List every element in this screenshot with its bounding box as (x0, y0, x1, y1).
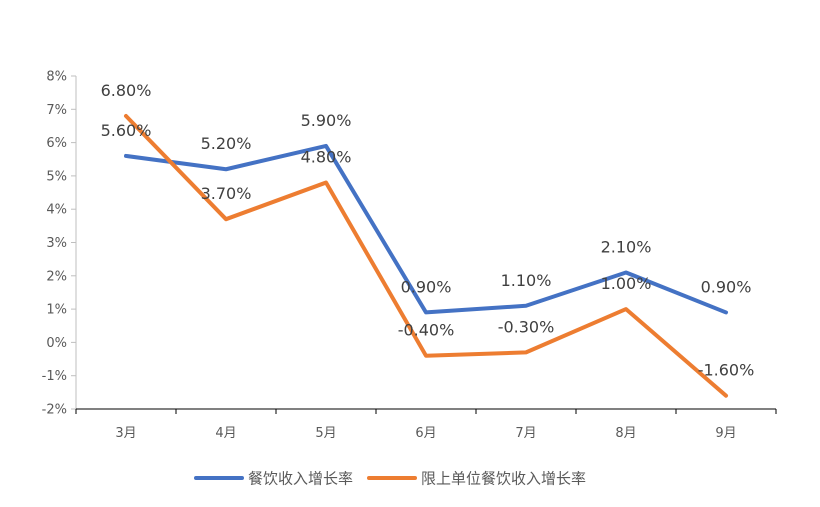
legend: 餐饮收入增长率 限上单位餐饮收入增长率 (194, 470, 586, 488)
y-tick-label: 8% (46, 70, 67, 85)
y-tick-label: -1% (42, 369, 67, 384)
y-tick-label: 3% (46, 236, 67, 251)
data-label: 4.80% (301, 148, 352, 167)
data-label: 0.90% (701, 277, 752, 296)
y-tick-label: 1% (46, 303, 67, 318)
y-tick-label: 0% (46, 336, 67, 351)
data-label: -1.60% (698, 361, 755, 380)
data-label: 5.90% (301, 111, 352, 130)
data-label: 5.20% (201, 134, 252, 153)
data-label: 5.60% (101, 121, 152, 140)
x-tick-label: 7月 (515, 426, 536, 441)
data-label: 6.80% (101, 81, 152, 100)
x-tick-label: 8月 (615, 426, 636, 441)
legend-label-1: 餐饮收入增长率 (248, 470, 353, 488)
y-tick-label: 5% (46, 169, 67, 184)
data-label: 2.10% (601, 237, 652, 256)
y-tick-label: 2% (46, 269, 67, 284)
y-tick-label: 6% (46, 136, 67, 151)
axes: 8% 7% 6% 5% 4% 3% 2% 1% 0% -1% -2% 3月 4月 5月 6月 7月 8月 9月 (42, 70, 777, 441)
x-tick-label: 9月 (715, 426, 736, 441)
data-label: 0.90% (401, 277, 452, 296)
x-tick-label: 6月 (415, 426, 436, 441)
series-lines (124, 113, 728, 398)
data-labels: 5.60% 5.20% 5.90% 0.90% 1.10% 2.10% 0.90% 6.80%… (101, 81, 755, 380)
y-tick-label: 4% (46, 203, 67, 218)
data-label: -0.30% (498, 317, 555, 336)
data-label: 1.00% (601, 274, 652, 293)
series-line-2 (124, 113, 728, 398)
data-label: 1.10% (501, 271, 552, 290)
legend-label-2: 限上单位餐饮收入增长率 (421, 470, 586, 488)
series-line-1 (124, 143, 728, 315)
x-tick-label: 5月 (315, 426, 336, 441)
y-tick-label: 7% (46, 103, 67, 118)
x-tick-label: 4月 (215, 426, 236, 441)
x-tick-label: 3月 (115, 426, 136, 441)
data-label: 3.70% (201, 184, 252, 203)
data-label: -0.40% (398, 321, 455, 340)
y-tick-label: -2% (42, 403, 67, 418)
